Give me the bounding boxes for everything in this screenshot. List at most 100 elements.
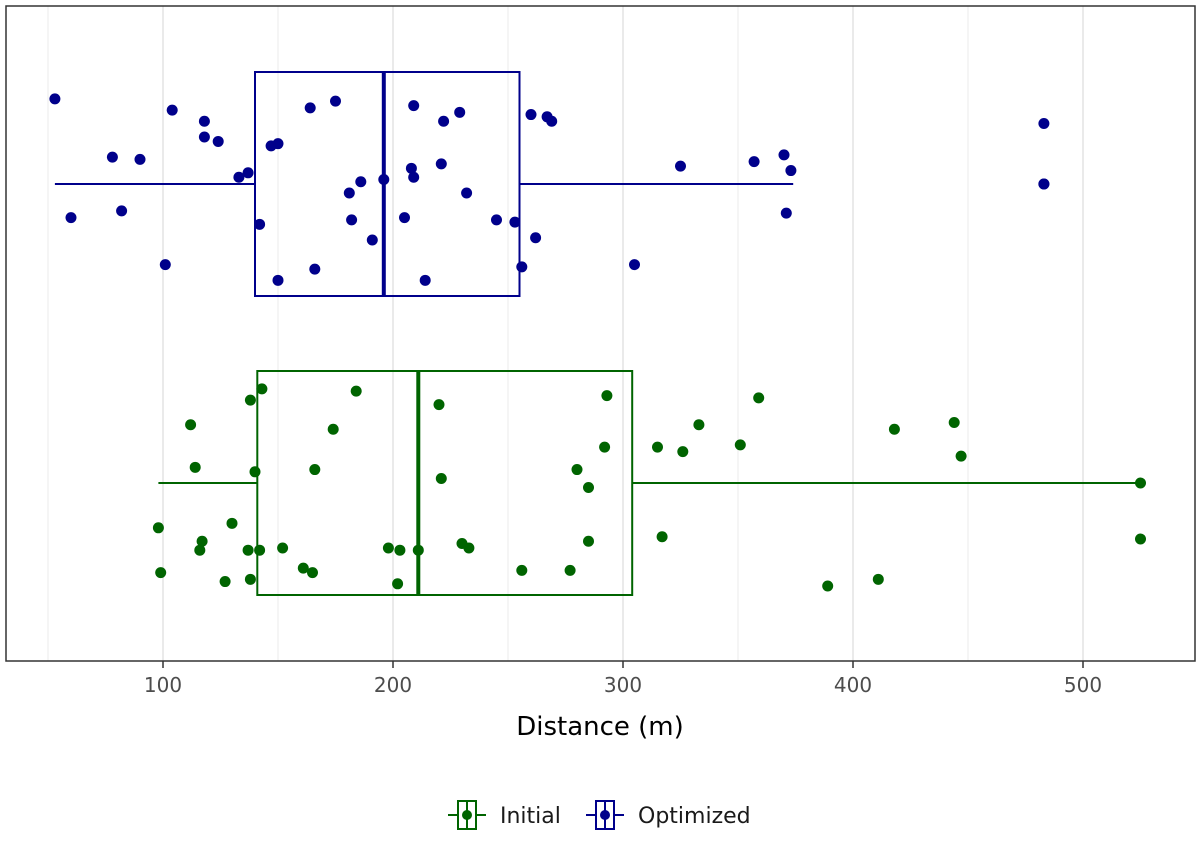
- point-optimized: [408, 100, 420, 112]
- point-optimized: [438, 115, 450, 127]
- point-initial: [433, 399, 445, 411]
- point-initial: [309, 464, 321, 476]
- point-optimized: [272, 274, 284, 286]
- plot-panel-border: [5, 5, 1196, 662]
- box-optimized: [254, 71, 521, 297]
- point-optimized: [405, 162, 417, 174]
- point-initial: [185, 419, 197, 431]
- point-initial: [327, 423, 339, 435]
- point-optimized: [530, 232, 542, 244]
- point-optimized: [435, 158, 447, 170]
- point-optimized: [454, 106, 466, 118]
- point-initial: [152, 522, 164, 534]
- outlier-initial: [1135, 477, 1146, 489]
- point-initial: [189, 461, 201, 473]
- point-optimized: [509, 216, 521, 228]
- point-initial: [196, 535, 208, 547]
- point-initial: [516, 564, 528, 576]
- point-optimized: [304, 102, 316, 114]
- point-initial: [599, 441, 611, 453]
- point-optimized: [343, 187, 355, 199]
- point-optimized: [408, 171, 420, 183]
- x-tick-label: 200: [374, 673, 412, 697]
- point-optimized: [516, 261, 528, 273]
- point-optimized: [748, 156, 760, 168]
- x-axis: 100 200 300 400 500: [144, 661, 1102, 697]
- point-initial: [1135, 533, 1146, 545]
- point-optimized: [419, 274, 431, 286]
- point-optimized: [629, 259, 640, 271]
- point-initial: [244, 573, 256, 585]
- point-initial: [350, 385, 362, 397]
- legend-label-optimized: Optimized: [638, 804, 751, 829]
- point-initial: [244, 394, 256, 406]
- point-initial: [226, 517, 238, 529]
- point-optimized: [346, 214, 358, 226]
- point-initial: [888, 423, 900, 435]
- point-initial: [583, 535, 594, 547]
- point-optimized: [106, 151, 118, 163]
- point-optimized: [134, 153, 146, 165]
- x-tick-label: 100: [144, 673, 182, 697]
- point-optimized: [399, 212, 410, 224]
- legend-item-initial: Initial: [448, 800, 561, 830]
- point-optimized: [785, 165, 797, 177]
- x-tick-label: 400: [834, 673, 872, 697]
- point-optimized: [546, 115, 558, 127]
- legend-key-optimized: [586, 800, 624, 830]
- point-initial: [948, 417, 960, 429]
- point-optimized: [233, 171, 245, 183]
- x-axis-title: Distance (m): [516, 712, 684, 742]
- box-initial: [256, 370, 634, 596]
- point-initial: [307, 567, 318, 579]
- point-optimized: [166, 104, 178, 116]
- point-initial: [734, 439, 746, 451]
- gridlines: [47, 6, 1084, 661]
- point-optimized: [212, 135, 224, 147]
- point-optimized: [780, 207, 792, 219]
- point-initial: [872, 573, 884, 585]
- point-optimized: [461, 187, 473, 199]
- point-optimized: [272, 138, 284, 150]
- point-optimized: [198, 131, 210, 143]
- point-initial: [435, 473, 447, 485]
- point-initial: [256, 383, 268, 395]
- point-initial: [394, 544, 406, 556]
- point-optimized: [198, 115, 210, 127]
- point-optimized: [1038, 178, 1050, 190]
- point-optimized: [242, 167, 254, 179]
- point-initial: [249, 466, 261, 478]
- point-initial: [677, 446, 689, 458]
- legend-key-initial: [448, 800, 486, 830]
- point-optimized: [65, 212, 77, 224]
- point-optimized: [254, 218, 266, 230]
- point-initial: [254, 544, 266, 556]
- point-initial: [583, 481, 594, 493]
- legend-item-optimized: Optimized: [586, 800, 751, 830]
- series-initial: [152, 370, 1146, 596]
- point-initial: [822, 580, 834, 592]
- point-optimized: [525, 109, 537, 121]
- x-tick-label: 300: [604, 673, 642, 697]
- point-initial: [297, 562, 309, 574]
- point-optimized: [675, 160, 686, 172]
- x-tick-label: 500: [1064, 673, 1102, 697]
- point-initial: [382, 542, 394, 554]
- point-initial: [463, 542, 475, 554]
- point-initial: [155, 567, 167, 579]
- point-optimized: [1038, 118, 1050, 130]
- point-optimized: [49, 93, 61, 105]
- point-initial: [601, 390, 613, 402]
- point-initial: [656, 531, 668, 543]
- point-initial: [412, 544, 424, 556]
- legend-label-initial: Initial: [500, 804, 561, 829]
- point-optimized: [491, 214, 502, 226]
- point-optimized: [330, 95, 341, 107]
- point-optimized: [355, 176, 367, 188]
- point-optimized: [366, 234, 378, 246]
- point-initial: [392, 578, 404, 590]
- point-initial: [955, 450, 967, 462]
- point-optimized: [778, 149, 790, 161]
- point-initial: [693, 419, 705, 431]
